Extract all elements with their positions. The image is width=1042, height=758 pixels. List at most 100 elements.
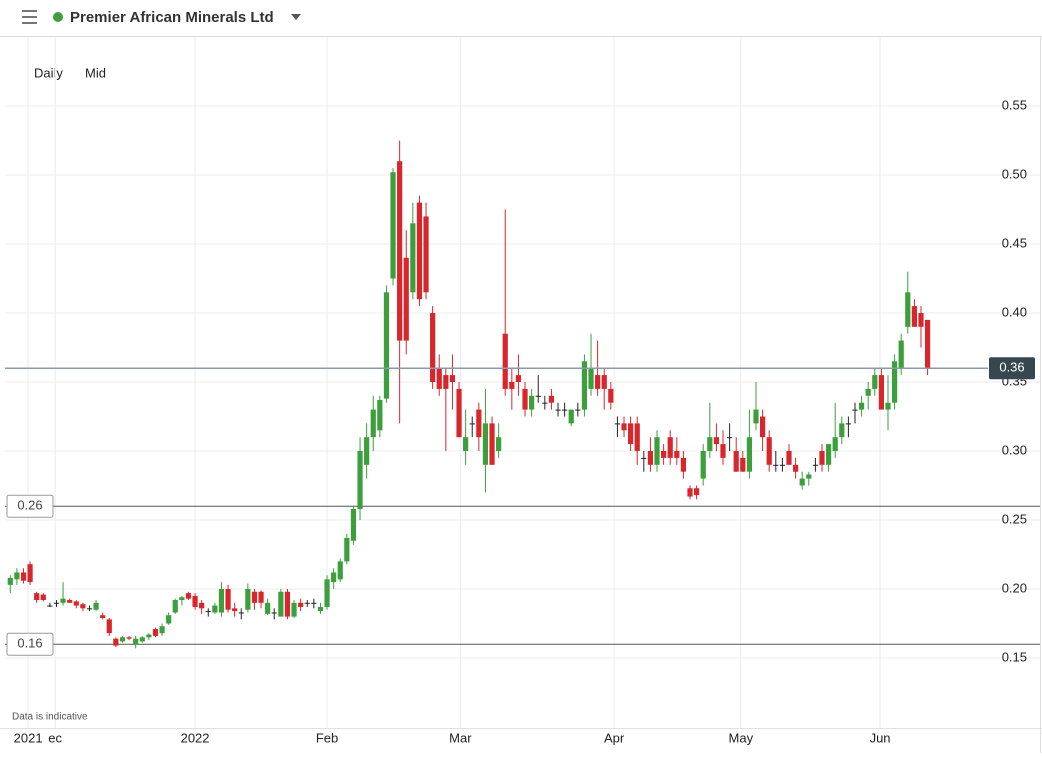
candle-body xyxy=(581,361,588,410)
candle-body xyxy=(595,375,601,389)
candle-body xyxy=(410,223,416,293)
candle-body xyxy=(436,368,442,389)
x-tick-label: Feb xyxy=(316,730,338,745)
candle-body xyxy=(7,577,13,585)
candle-body xyxy=(34,593,40,601)
candle-body xyxy=(515,375,522,382)
candle-body xyxy=(350,508,357,541)
candle-body xyxy=(727,437,733,439)
candle-body xyxy=(86,608,93,610)
candle-body xyxy=(562,409,568,411)
candle-body xyxy=(80,604,86,609)
candle-body xyxy=(621,423,627,431)
candle-body xyxy=(628,423,634,445)
status-dot xyxy=(53,12,63,22)
candle-body xyxy=(667,437,673,458)
y-tick-label: 0.15 xyxy=(1002,649,1027,664)
candle-body xyxy=(47,605,53,607)
candle-body xyxy=(819,451,825,465)
candle-body xyxy=(529,395,535,410)
x-tick-label: Jun xyxy=(870,730,891,745)
candle-body xyxy=(357,451,363,509)
candle-body xyxy=(179,597,185,601)
candle-body xyxy=(766,437,772,465)
interval-button[interactable]: Daily xyxy=(34,65,63,80)
instrument-title[interactable]: Premier African Minerals Ltd xyxy=(70,9,274,26)
dropdown-arrow[interactable] xyxy=(291,14,301,20)
candle-body xyxy=(924,319,931,369)
candle-body xyxy=(14,572,20,580)
price-label-box xyxy=(989,357,1035,380)
candle-body xyxy=(852,409,858,411)
x-tick-label: Mar xyxy=(449,730,472,745)
candle-body xyxy=(416,202,423,300)
candle-body xyxy=(555,409,561,411)
level-label: 0.16 xyxy=(17,636,42,651)
candle-body xyxy=(891,361,898,403)
candle-body xyxy=(845,423,851,425)
candle-body xyxy=(575,409,581,411)
price-button[interactable]: Mid xyxy=(85,65,106,80)
candle-body xyxy=(641,457,647,459)
candle-body xyxy=(383,292,390,399)
candle-body xyxy=(40,594,46,601)
candle-body xyxy=(199,602,205,609)
candle-body xyxy=(238,612,244,614)
candle-body xyxy=(878,375,884,410)
candle-body xyxy=(548,395,555,403)
candle-body xyxy=(113,638,119,646)
candle-body xyxy=(271,612,277,614)
candle-body xyxy=(185,593,192,599)
candle-body xyxy=(225,589,231,610)
candle-body xyxy=(377,399,383,431)
candle-body xyxy=(568,409,574,424)
candle-body xyxy=(885,402,891,410)
candle-body xyxy=(911,306,917,327)
candle-body xyxy=(509,382,515,389)
candle-body xyxy=(258,591,264,603)
candle-body xyxy=(430,313,436,382)
y-tick-label: 0.25 xyxy=(1002,511,1027,526)
y-tick-label: 0.50 xyxy=(1002,166,1027,181)
candle-body xyxy=(773,464,779,466)
candle-body xyxy=(753,409,759,424)
x-tick-label: May xyxy=(729,730,754,745)
candle-body xyxy=(245,589,251,610)
candle-body xyxy=(218,589,225,613)
candle-body xyxy=(647,451,654,465)
candle-body xyxy=(192,595,198,607)
candle-body xyxy=(825,444,832,465)
candle-body xyxy=(898,340,904,369)
candle-body xyxy=(403,257,409,341)
plot-area: 0.150.200.250.300.350.400.450.500.552021… xyxy=(0,37,1042,745)
candle-body xyxy=(588,368,594,389)
candle-body xyxy=(390,172,396,279)
candle-body xyxy=(456,388,462,438)
candle-body xyxy=(463,437,469,451)
menu-icon[interactable] xyxy=(22,10,37,24)
y-tick-label: 0.45 xyxy=(1002,235,1027,250)
candle-body xyxy=(152,629,159,636)
candle-body xyxy=(364,437,370,465)
note: Data is indicative xyxy=(12,712,88,723)
candle-body xyxy=(792,464,799,472)
candle-body xyxy=(522,388,528,410)
x-tick-label: Apr xyxy=(604,730,625,745)
candle-body xyxy=(106,619,112,634)
candle-body xyxy=(720,444,726,458)
candle-body xyxy=(126,637,132,639)
level-label-box xyxy=(6,632,54,656)
candle-body xyxy=(20,572,27,581)
candle-body xyxy=(674,451,680,458)
candle-body xyxy=(53,602,60,604)
candle-body xyxy=(839,423,845,438)
candle-body xyxy=(713,437,720,445)
candle-body xyxy=(73,601,79,606)
candle-body xyxy=(337,561,343,580)
candle-body xyxy=(291,602,297,617)
candle-body xyxy=(733,451,739,472)
candle-body xyxy=(700,451,706,479)
candle-body xyxy=(397,161,403,341)
candle-body xyxy=(806,474,812,479)
